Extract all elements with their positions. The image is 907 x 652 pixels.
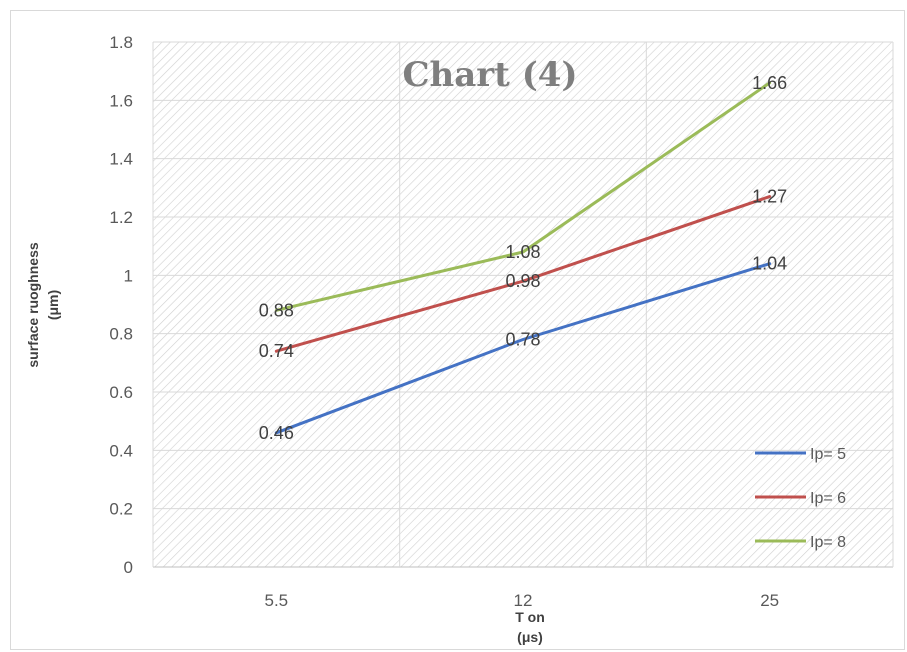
- x-tick-label: 5.5: [265, 591, 289, 610]
- y-tick-label: 0.2: [109, 500, 133, 519]
- gridlines: [152, 41, 894, 568]
- data-labels: 0.46 0.78 1.04 0.74 0.98 1.27 0.88 1.08 1.66: [259, 73, 787, 443]
- y-axis-title: surface ruoghness: [25, 242, 41, 367]
- data-label: 0.74: [259, 341, 294, 361]
- y-tick-label: 0.6: [109, 383, 133, 402]
- y-axis-unit: (μm): [45, 290, 61, 320]
- x-tick-label: 12: [514, 591, 533, 610]
- plot-area: [153, 42, 893, 567]
- data-label: 0.98: [505, 271, 540, 291]
- legend-entry: Ip= 6: [810, 490, 846, 507]
- chart-title: Chart (4): [402, 55, 577, 95]
- y-tick-label: 1.8: [109, 33, 133, 52]
- data-label: 0.78: [505, 330, 540, 350]
- legend-entry: Ip= 5: [810, 446, 846, 463]
- x-axis-unit: (μs): [517, 629, 543, 645]
- legend: Ip= 5 Ip= 6 Ip= 8: [755, 446, 846, 551]
- series-line: [274, 195, 772, 353]
- y-tick-label: 0.8: [109, 325, 133, 344]
- data-label: 1.27: [752, 187, 787, 207]
- data-label: 0.88: [259, 300, 294, 320]
- data-label: 0.46: [259, 423, 294, 443]
- y-tick-label: 1.4: [109, 150, 133, 169]
- data-label: 1.04: [752, 254, 787, 274]
- y-axis-ticks: 0 0.2 0.4 0.6 0.8 1 1.2 1.4 1.6 1.8: [109, 33, 133, 577]
- series-line: [274, 81, 772, 312]
- y-tick-label: 0.4: [109, 441, 133, 460]
- x-axis-ticks: 5.5 12 25: [265, 591, 780, 610]
- legend-entry: Ip= 8: [810, 534, 846, 551]
- x-axis-title: T on: [515, 609, 545, 625]
- x-tick-label: 25: [760, 591, 779, 610]
- series-line: [274, 262, 772, 435]
- data-label: 1.66: [752, 73, 787, 93]
- y-tick-label: 1.2: [109, 208, 133, 227]
- y-tick-label: 1: [124, 266, 133, 285]
- series-lines: [274, 81, 772, 435]
- y-tick-label: 1.6: [109, 91, 133, 110]
- y-tick-label: 0: [124, 558, 133, 577]
- data-label: 1.08: [505, 242, 540, 262]
